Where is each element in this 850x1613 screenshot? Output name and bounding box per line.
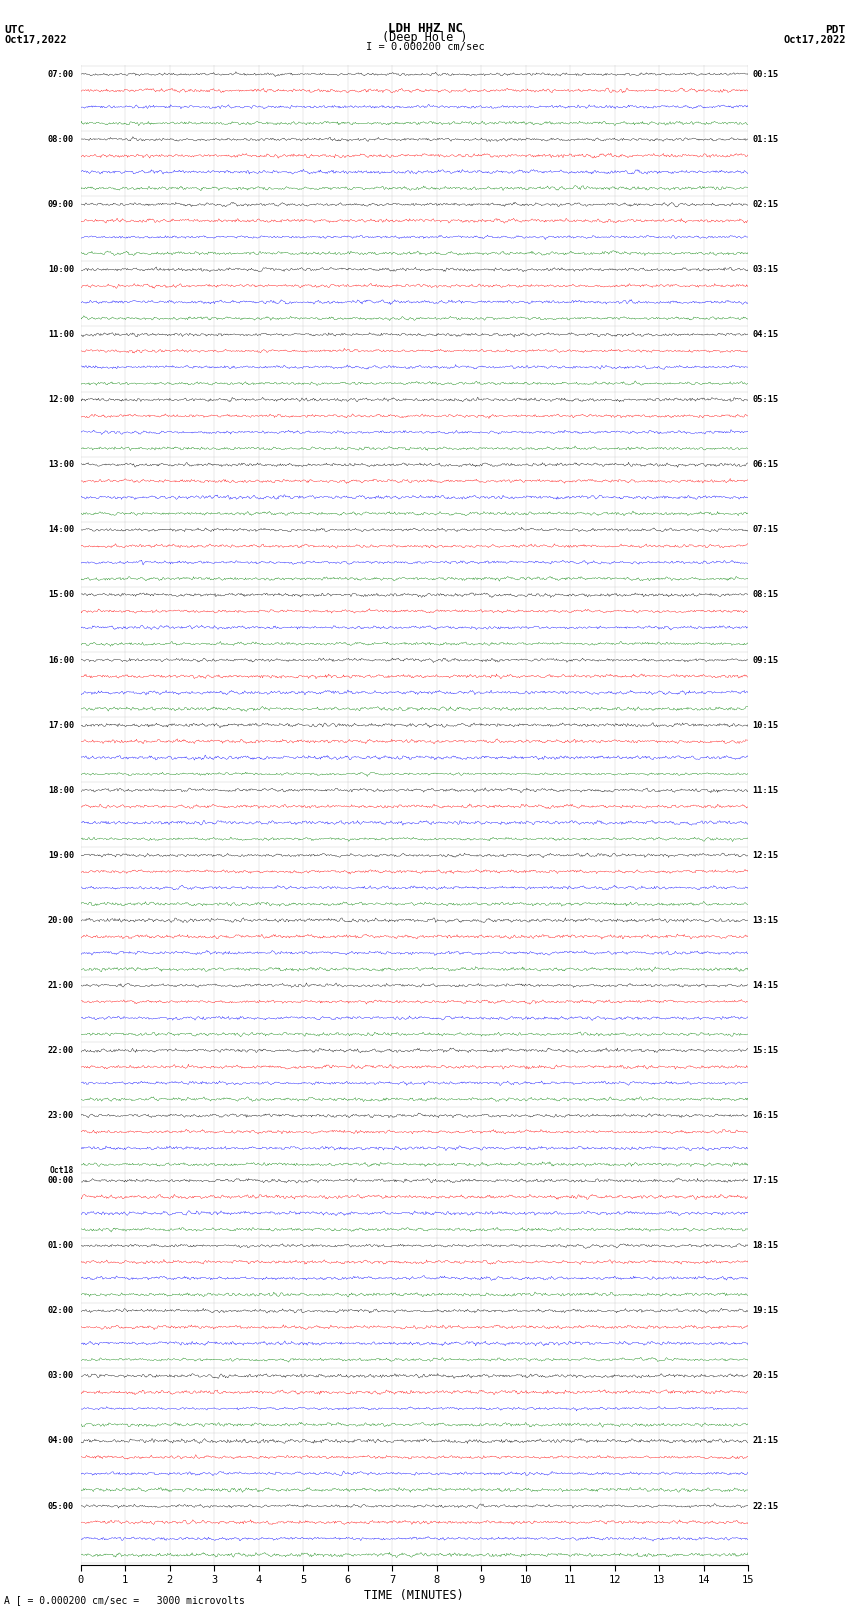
Text: Oct17,2022: Oct17,2022	[4, 35, 67, 45]
Text: 03:00: 03:00	[48, 1371, 74, 1381]
Text: 08:00: 08:00	[48, 135, 74, 144]
Text: 09:15: 09:15	[752, 655, 779, 665]
Text: 07:15: 07:15	[752, 526, 779, 534]
Text: 10:00: 10:00	[48, 265, 74, 274]
X-axis label: TIME (MINUTES): TIME (MINUTES)	[365, 1589, 464, 1602]
Text: 04:00: 04:00	[48, 1437, 74, 1445]
Text: 09:00: 09:00	[48, 200, 74, 210]
Text: 15:15: 15:15	[752, 1045, 779, 1055]
Text: 23:00: 23:00	[48, 1111, 74, 1119]
Text: Oct18: Oct18	[49, 1166, 74, 1174]
Text: 22:00: 22:00	[48, 1045, 74, 1055]
Text: 21:15: 21:15	[752, 1437, 779, 1445]
Text: 03:15: 03:15	[752, 265, 779, 274]
Text: 19:00: 19:00	[48, 850, 74, 860]
Text: I = 0.000200 cm/sec: I = 0.000200 cm/sec	[366, 42, 484, 52]
Text: 15:00: 15:00	[48, 590, 74, 600]
Text: Oct17,2022: Oct17,2022	[783, 35, 846, 45]
Text: LDH HHZ NC: LDH HHZ NC	[388, 21, 462, 35]
Text: 13:00: 13:00	[48, 460, 74, 469]
Text: 07:00: 07:00	[48, 69, 74, 79]
Text: 17:15: 17:15	[752, 1176, 779, 1186]
Text: 02:15: 02:15	[752, 200, 779, 210]
Text: 12:15: 12:15	[752, 850, 779, 860]
Text: UTC: UTC	[4, 24, 25, 35]
Text: 16:15: 16:15	[752, 1111, 779, 1119]
Text: 14:00: 14:00	[48, 526, 74, 534]
Text: A [ = 0.000200 cm/sec =   3000 microvolts: A [ = 0.000200 cm/sec = 3000 microvolts	[4, 1595, 245, 1605]
Text: (Deep Hole ): (Deep Hole )	[382, 31, 468, 44]
Text: PDT: PDT	[825, 24, 846, 35]
Text: 22:15: 22:15	[752, 1502, 779, 1510]
Text: 13:15: 13:15	[752, 916, 779, 924]
Text: 20:00: 20:00	[48, 916, 74, 924]
Text: 10:15: 10:15	[752, 721, 779, 729]
Text: 06:15: 06:15	[752, 460, 779, 469]
Text: 19:15: 19:15	[752, 1307, 779, 1315]
Text: 02:00: 02:00	[48, 1307, 74, 1315]
Text: 17:00: 17:00	[48, 721, 74, 729]
Text: 21:00: 21:00	[48, 981, 74, 990]
Text: 08:15: 08:15	[752, 590, 779, 600]
Text: 05:15: 05:15	[752, 395, 779, 405]
Text: 16:00: 16:00	[48, 655, 74, 665]
Text: 14:15: 14:15	[752, 981, 779, 990]
Text: 05:00: 05:00	[48, 1502, 74, 1510]
Text: 01:15: 01:15	[752, 135, 779, 144]
Text: 18:00: 18:00	[48, 786, 74, 795]
Text: 00:15: 00:15	[752, 69, 779, 79]
Text: 12:00: 12:00	[48, 395, 74, 405]
Text: 01:00: 01:00	[48, 1242, 74, 1250]
Text: 11:15: 11:15	[752, 786, 779, 795]
Text: 18:15: 18:15	[752, 1242, 779, 1250]
Text: 04:15: 04:15	[752, 331, 779, 339]
Text: 20:15: 20:15	[752, 1371, 779, 1381]
Text: 11:00: 11:00	[48, 331, 74, 339]
Text: 00:00: 00:00	[48, 1176, 74, 1186]
